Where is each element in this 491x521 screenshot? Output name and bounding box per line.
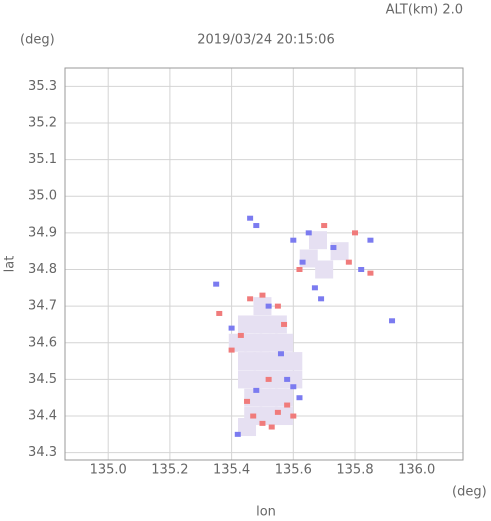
echo-patch [234,431,241,437]
y-tick-label: 34.9 [28,225,57,240]
x-tick-label: 135.4 [213,463,250,478]
echo-patch [250,413,257,419]
echo-patch [284,376,291,382]
echo-patch [281,321,288,327]
echo-patch [259,388,278,407]
echo-patch [275,333,294,352]
echo-patch [367,237,374,243]
echo-patch [299,259,306,265]
echo-patch [296,266,303,272]
echo-patch [253,315,272,334]
echo-patch [238,315,257,334]
echo-patch [253,387,260,393]
echo-patch [284,402,291,408]
echo-patch [253,370,272,389]
echo-patch [274,409,281,415]
echo-patch [284,352,303,371]
y-tick-label: 34.5 [28,372,57,387]
echo-patch [244,333,263,352]
echo-patch [216,310,223,316]
y-unit: (deg) [20,33,55,48]
y-tick-label: 34.7 [28,299,57,314]
echo-patch [275,388,294,407]
echo-patch [290,237,297,243]
echo-patch [253,352,272,371]
y-tick-label: 35.0 [28,189,57,204]
echo-patch [389,318,396,324]
y-tick-label: 34.8 [28,262,57,277]
echo-patch [268,424,275,430]
echo-patch [284,370,303,389]
echo-patch [238,370,257,389]
echo-patch [330,245,337,251]
echo-patch [330,242,349,261]
echo-patch [268,315,287,334]
echo-patch [268,370,287,389]
y-tick-label: 34.3 [28,445,57,460]
echo-patch [259,407,278,426]
echo-patch [265,376,272,382]
y-tick-label: 35.1 [28,152,57,167]
echo-patch [228,325,235,331]
echo-patch [228,333,247,352]
echo-patch [290,413,297,419]
echo-patch [352,230,359,236]
echo-patch [244,398,251,404]
echo-patch [247,296,254,302]
y-tick-label: 35.2 [28,115,57,130]
y-tick-label: 35.3 [28,79,57,94]
x-axis-label: lon [256,505,276,520]
echo-patch [367,270,374,276]
echo-patch [290,384,297,390]
y-tick-label: 34.6 [28,335,57,350]
echo-patch [259,292,266,298]
echo-patch [296,395,303,401]
echo-patch [253,297,272,316]
echo-patch [311,285,318,291]
echo-patch [318,296,325,302]
x-tick-label: 135.0 [90,463,127,478]
echo-patch [237,332,244,338]
echo-patch [238,418,257,437]
chart-title: 2019/03/24 20:15:06 [197,33,334,48]
plot-frame [64,67,464,461]
echo-patch [358,266,365,272]
echo-patch [259,420,266,426]
echo-patch [265,303,272,309]
x-unit: (deg) [452,485,487,500]
echo-patch [238,352,257,371]
x-tick-label: 135.2 [151,463,188,478]
echo-patch [228,347,235,353]
echo-patch [244,388,263,407]
echo-patch [305,230,312,236]
echo-patch [247,215,254,221]
echo-patch [308,231,327,250]
echo-patch [345,259,352,265]
x-tick-label: 135.6 [275,463,312,478]
echo-patch [321,223,328,229]
y-tick-label: 34.4 [28,409,57,424]
echo-patch [299,249,318,268]
x-tick-label: 135.8 [336,463,373,478]
echo-patch [268,352,287,371]
echo-patch [274,303,281,309]
y-axis-label: lat [3,256,18,273]
x-tick-label: 136.0 [398,463,435,478]
echo-patch [213,281,220,287]
echo-patch [315,260,334,279]
chart-subtitle: ALT(km) 2.0 [386,3,463,18]
echo-patch [277,351,284,357]
echo-patch [259,333,278,352]
echo-patch [253,223,260,229]
